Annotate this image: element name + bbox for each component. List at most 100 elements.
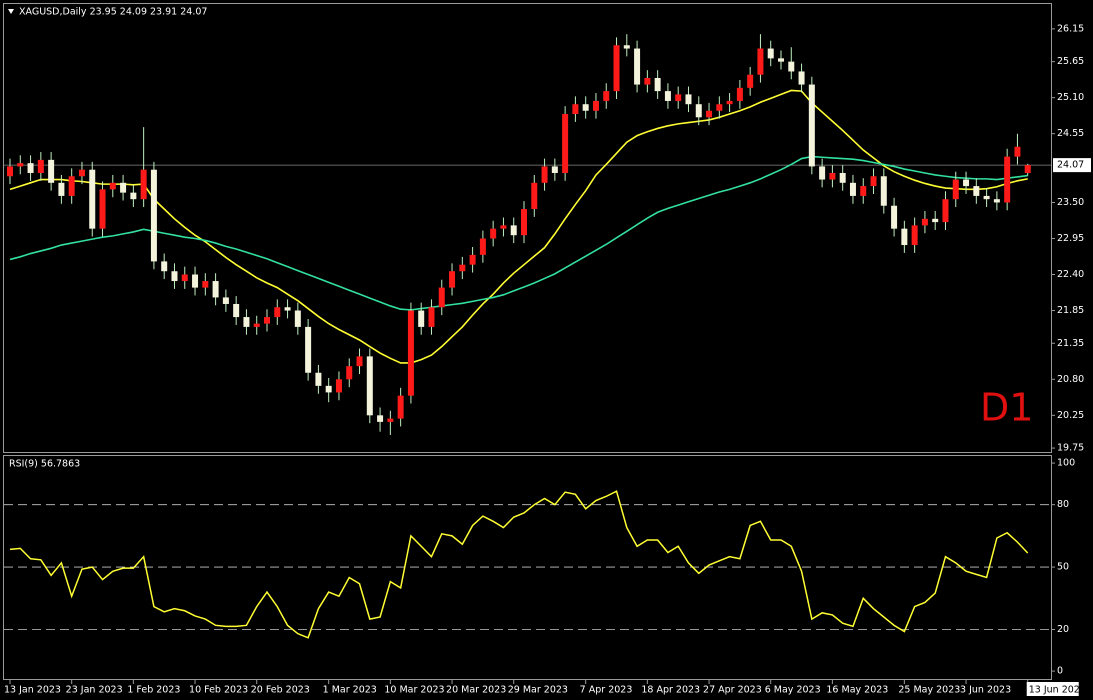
- candle-body: [644, 78, 651, 85]
- y-tick-label: 24.55: [1057, 128, 1084, 139]
- candle-body: [243, 317, 250, 327]
- candle-body: [130, 192, 137, 200]
- candle-body: [1024, 165, 1031, 173]
- candle-body: [212, 281, 219, 298]
- y-tick-label: 80: [1057, 499, 1069, 510]
- x-tick-label: 25 May 2023: [898, 685, 960, 696]
- candle-body: [253, 323, 260, 327]
- candle-body: [891, 205, 898, 229]
- candle-body: [829, 172, 836, 180]
- candle-body: [942, 199, 949, 223]
- y-tick-label: 20.25: [1057, 410, 1084, 421]
- y-tick-label: 26.15: [1057, 23, 1084, 34]
- candle-body: [377, 415, 384, 422]
- candle-body: [819, 166, 826, 180]
- y-tick-label: 100: [1057, 458, 1075, 469]
- candle-body: [68, 176, 75, 196]
- x-tick-label: 18 Apr 2023: [641, 685, 700, 696]
- candle-body: [736, 87, 743, 101]
- candle-body: [1004, 156, 1011, 203]
- x-tick-label: 7 Apr 2023: [580, 685, 633, 696]
- candle-body: [551, 166, 558, 173]
- candle-body: [274, 307, 281, 318]
- x-tick-label: 13 Jun 2023: [1029, 685, 1086, 696]
- candle-body: [469, 254, 476, 265]
- moving-average: [9, 89, 1028, 364]
- candle-body: [716, 104, 723, 111]
- x-tick-label: 6 May 2023: [765, 685, 821, 696]
- candle-body: [89, 169, 96, 229]
- candle-body: [778, 58, 784, 62]
- y-tick-label: 20.80: [1057, 374, 1084, 385]
- candle-body: [418, 310, 425, 327]
- candle-body: [562, 114, 569, 173]
- candle-body: [921, 218, 928, 226]
- candle-body: [99, 189, 106, 229]
- candle-body: [983, 195, 990, 200]
- candle-body: [7, 166, 13, 177]
- candle-body: [1014, 146, 1021, 157]
- candle-body: [860, 186, 867, 196]
- candle-body: [161, 261, 168, 272]
- candle-body: [911, 225, 918, 246]
- candle-body: [993, 199, 1000, 203]
- candle-body: [870, 176, 877, 187]
- x-tick-label: 20 Mar 2023: [446, 685, 506, 696]
- candle-body: [901, 228, 908, 246]
- candle-body: [150, 169, 157, 262]
- candle-body: [387, 418, 394, 422]
- candle-body: [880, 176, 887, 206]
- current-price-box: [1053, 158, 1091, 173]
- candle-body: [603, 91, 610, 101]
- candle-body: [634, 48, 641, 85]
- candle-body: [747, 74, 754, 88]
- collapse-icon[interactable]: [8, 9, 14, 14]
- candle-body: [356, 356, 363, 367]
- rsi-title: RSI(9) 56.7863: [9, 459, 80, 470]
- candle-body: [706, 110, 713, 118]
- candle-body: [346, 366, 353, 380]
- candle-body: [27, 163, 34, 173]
- candle-body: [17, 163, 24, 167]
- moving-average: [9, 155, 1028, 311]
- candle-body: [315, 372, 322, 386]
- candle-body: [973, 186, 980, 196]
- candle-body: [181, 274, 188, 282]
- x-tick-label: 13 Jan 2023: [4, 685, 61, 696]
- x-tick-label: 3 Jun 2023: [960, 685, 1011, 696]
- candle-body: [757, 48, 764, 75]
- x-tick-label: 16 May 2023: [826, 685, 888, 696]
- y-tick-label: 22.40: [1057, 269, 1084, 280]
- candle-body: [695, 104, 702, 118]
- candle-body: [305, 326, 312, 373]
- candle-body: [202, 281, 209, 288]
- x-tick-label: 10 Mar 2023: [384, 685, 444, 696]
- candle-body: [397, 395, 404, 419]
- candle-body: [613, 45, 620, 92]
- candle-body: [120, 182, 127, 193]
- chart-title: XAGUSD,Daily 23.95 24.09 23.91 24.07: [19, 7, 207, 18]
- candle-body: [623, 45, 630, 49]
- candle-body: [572, 104, 579, 115]
- current-price-label: 24.07: [1057, 160, 1084, 171]
- candle-body: [767, 48, 774, 59]
- candle-body: [510, 225, 517, 236]
- y-tick-label: 0: [1057, 666, 1063, 677]
- x-label-box: [1026, 682, 1079, 696]
- x-tick-label: 1 Feb 2023: [127, 685, 180, 696]
- x-tick-label: 27 Apr 2023: [703, 685, 762, 696]
- price-panel-frame: [3, 3, 1052, 453]
- x-tick-label: 10 Feb 2023: [189, 685, 248, 696]
- candle-body: [541, 166, 548, 183]
- candle-body: [438, 287, 445, 308]
- candle-body: [459, 264, 466, 272]
- candle-body: [37, 159, 44, 173]
- candle-body: [664, 91, 671, 101]
- candle-body: [952, 179, 959, 200]
- candle-body: [264, 317, 270, 324]
- y-tick-label: 23.50: [1057, 197, 1084, 208]
- y-tick-label: 20: [1057, 624, 1069, 635]
- timeframe-annotation: D1: [980, 386, 1033, 430]
- candle-body: [521, 209, 527, 236]
